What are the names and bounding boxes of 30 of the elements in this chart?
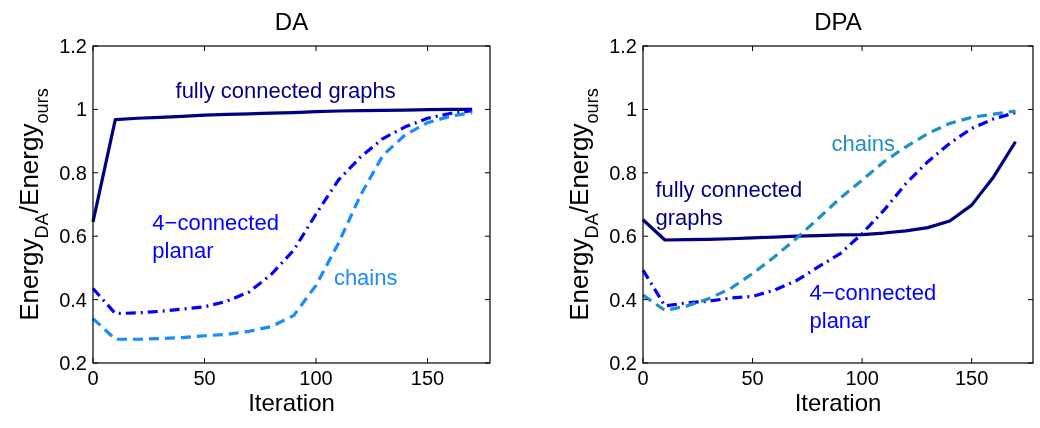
- series-label: 4−connected planar: [152, 209, 279, 263]
- y-tick-label: 0.6: [609, 225, 637, 248]
- y-tick-label: 0.2: [59, 352, 87, 374]
- x-tick-label: 150: [954, 367, 989, 389]
- y-tick-label: 1.2: [609, 35, 637, 57]
- y-tick-label: 0.2: [609, 352, 637, 374]
- y-tick-label: 0.8: [59, 161, 87, 184]
- y-tick-label: 0.6: [59, 225, 87, 248]
- y-tick-label: 1: [625, 98, 637, 121]
- x-tick-label: 50: [741, 367, 764, 389]
- y-tick-label: 0.4: [609, 288, 637, 311]
- series-label: chains: [333, 265, 398, 291]
- x-tick-label: 100: [845, 367, 879, 389]
- y-tick-label: 0.8: [609, 161, 637, 184]
- series-label: fully connected graphs: [655, 176, 803, 230]
- x-axis-title: Iteration: [248, 389, 335, 416]
- x-tick-label: 50: [193, 367, 216, 389]
- chart-title: DA: [274, 8, 309, 35]
- y-tick-label: 0.4: [59, 288, 87, 311]
- x-axis-title: Iteration: [794, 389, 882, 416]
- x-tick-label: 150: [410, 367, 445, 389]
- series-label: fully connected graphs: [175, 78, 396, 104]
- x-tick-label: 100: [299, 367, 333, 389]
- series-label: 4−connected planar: [809, 279, 937, 333]
- y-tick-label: 1.2: [59, 35, 87, 57]
- y-tick-label: 1: [75, 98, 87, 121]
- x-tick-label: 0: [637, 367, 649, 389]
- series-label: chains: [831, 130, 896, 156]
- chart-title: DPA: [814, 8, 862, 35]
- x-tick-label: 0: [87, 367, 99, 389]
